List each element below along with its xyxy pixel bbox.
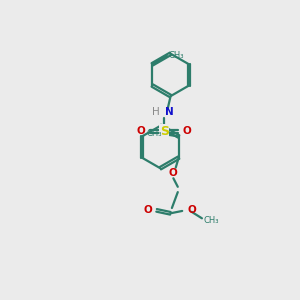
Text: O: O — [187, 205, 196, 215]
Text: H: H — [152, 107, 160, 117]
Text: O: O — [137, 126, 146, 136]
Text: O: O — [143, 206, 152, 215]
Text: CH₃: CH₃ — [147, 129, 162, 138]
Text: CH₃: CH₃ — [203, 216, 219, 225]
Text: N: N — [165, 107, 173, 117]
Text: O: O — [169, 168, 178, 178]
Text: O: O — [183, 126, 191, 136]
Text: CH₃: CH₃ — [168, 51, 184, 60]
Text: S: S — [160, 125, 169, 138]
